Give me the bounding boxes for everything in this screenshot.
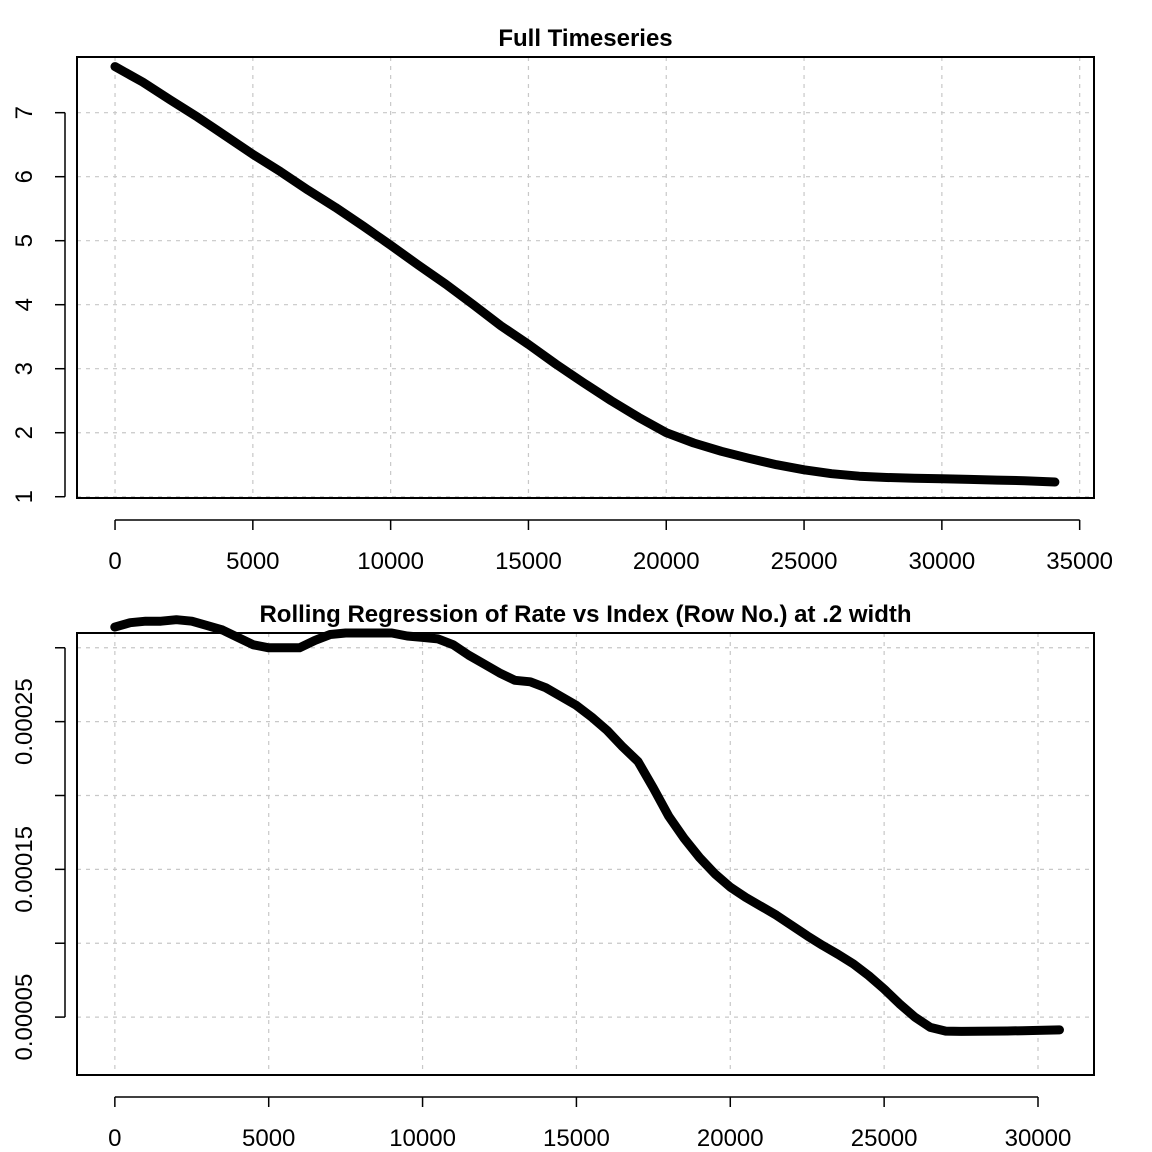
series-line	[110, 62, 1060, 487]
chart-title: Full Timeseries	[498, 25, 672, 52]
y-tick-label: 7	[11, 106, 38, 119]
y-tick-label: 4	[11, 298, 38, 311]
x-tick-label: 25000	[851, 1125, 918, 1152]
x-tick-label: 15000	[495, 548, 562, 575]
series-line	[110, 615, 1064, 1036]
y-tick-label: 0.00005	[11, 974, 38, 1061]
y-tick-label: 0.00025	[11, 678, 38, 765]
x-tick-label: 0	[108, 1125, 121, 1152]
y-tick-label: 3	[11, 362, 38, 375]
y-tick-label: 2	[11, 426, 38, 439]
x-tick-label: 25000	[771, 548, 838, 575]
plot-frame	[76, 56, 1095, 499]
y-tick-label: 1	[11, 490, 38, 503]
chart-title: Rolling Regression of Rate vs Index (Row…	[259, 601, 911, 628]
x-tick-label: 0	[108, 548, 121, 575]
x-tick-label: 35000	[1046, 548, 1113, 575]
chart-panel-1: 0 5000 10000 15000 20000 25000 30000 35000 1 2 3 4 5…	[11, 25, 1113, 575]
chart-panel-2: 0 5000 10000 15000 20000 25000 30000 0.00005 0.0…	[11, 601, 1095, 1152]
x-tick-label: 20000	[697, 1125, 764, 1152]
plot-frame	[76, 632, 1095, 1076]
x-tick-label: 30000	[1005, 1125, 1072, 1152]
x-tick-label: 30000	[908, 548, 975, 575]
x-tick-label: 10000	[389, 1125, 456, 1152]
x-tick-label: 5000	[226, 548, 279, 575]
x-tick-label: 20000	[633, 548, 700, 575]
x-tick-label: 5000	[242, 1125, 295, 1152]
y-tick-label: 6	[11, 170, 38, 183]
y-tick-label: 5	[11, 234, 38, 247]
y-tick-label: 0.00015	[11, 826, 38, 913]
x-tick-label: 15000	[543, 1125, 610, 1152]
x-tick-label: 10000	[357, 548, 424, 575]
